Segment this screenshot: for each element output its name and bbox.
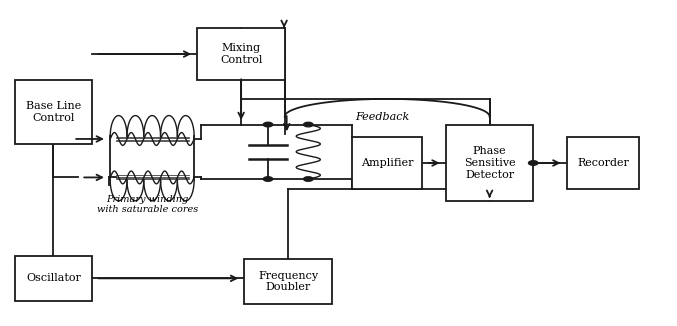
Circle shape xyxy=(263,177,273,181)
Circle shape xyxy=(303,122,313,127)
Text: Phase
Sensitive
Detector: Phase Sensitive Detector xyxy=(464,146,515,180)
Text: Base Line
Control: Base Line Control xyxy=(26,101,81,123)
Bar xyxy=(352,137,422,189)
Text: Frequency
Doubler: Frequency Doubler xyxy=(258,271,318,292)
Circle shape xyxy=(263,122,273,127)
Bar xyxy=(15,256,92,301)
Bar xyxy=(446,125,533,201)
Bar xyxy=(198,28,285,80)
Text: Feedback: Feedback xyxy=(355,112,410,122)
Text: Primary winding
with saturable cores: Primary winding with saturable cores xyxy=(97,195,198,215)
Bar xyxy=(15,80,92,144)
Text: Oscillator: Oscillator xyxy=(26,274,81,283)
Text: Amplifier: Amplifier xyxy=(361,158,414,168)
Text: Mixing
Control: Mixing Control xyxy=(220,43,262,65)
Bar xyxy=(244,259,332,304)
Bar xyxy=(567,137,639,189)
Text: Recorder: Recorder xyxy=(577,158,629,168)
Circle shape xyxy=(529,161,538,165)
Circle shape xyxy=(303,177,313,181)
